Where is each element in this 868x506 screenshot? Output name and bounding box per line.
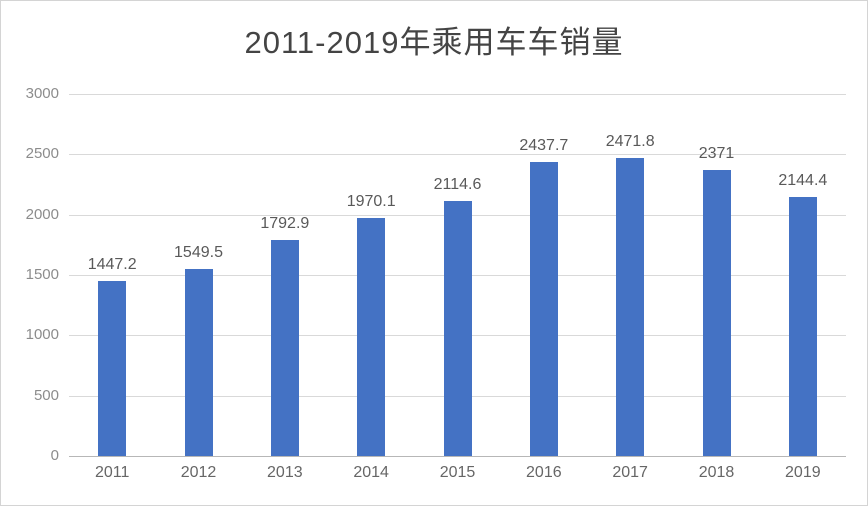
y-tick-label-2000: 2000: [25, 205, 59, 223]
bar-2016: [529, 161, 558, 456]
x-tick-label-2011: 2011: [94, 464, 130, 481]
x-tick-label-2017: 2017: [612, 464, 648, 481]
bar-value-label-2015: 2114.6: [433, 175, 482, 193]
y-tick-label-3000: 3000: [25, 85, 59, 102]
gridline-0: [69, 456, 846, 457]
y-tick-label-2500: 2500: [25, 145, 59, 163]
gridline-3000: [69, 94, 846, 95]
y-tick-label-1000: 1000: [25, 326, 59, 344]
bar-2019: [788, 197, 817, 456]
bar-2018: [702, 169, 731, 456]
bar-2012: [184, 269, 213, 456]
bar-value-label-2019: 2144.4: [778, 172, 828, 190]
bar-2014: [357, 218, 386, 456]
bar-value-label-2018: 2371: [698, 144, 735, 162]
x-tick-label-2018: 2018: [698, 464, 735, 481]
bar-value-label-2012: 1549.5: [174, 244, 223, 262]
bar-2013: [270, 239, 299, 456]
y-tick-label-0: 0: [50, 447, 59, 464]
x-tick-label-2016: 2016: [526, 464, 562, 481]
x-tick-label-2015: 2015: [439, 464, 476, 481]
y-tick-label-500: 500: [33, 386, 59, 404]
bar-value-label-2017: 2471.8: [605, 132, 655, 150]
bar-value-label-2011: 1447.2: [87, 256, 137, 274]
x-tick-label-2013: 2013: [267, 464, 303, 481]
chart-title: 2011-2019年乘用车车销量: [244, 25, 624, 60]
bar-2017: [616, 157, 645, 456]
gridline-2500: [69, 154, 846, 156]
bar-2015: [443, 200, 472, 456]
bar-value-label-2016: 2437.7: [519, 136, 569, 154]
x-tick-label-2012: 2012: [180, 464, 217, 481]
x-tick-label-2014: 2014: [353, 464, 389, 481]
bar-2011: [98, 281, 127, 456]
bar-value-label-2014: 1970.1: [346, 193, 396, 211]
x-tick-label-2019: 2019: [785, 464, 821, 481]
bar-value-label-2013: 1792.9: [260, 214, 310, 232]
plot-area: [69, 94, 846, 457]
y-tick-label-1500: 1500: [25, 266, 59, 283]
